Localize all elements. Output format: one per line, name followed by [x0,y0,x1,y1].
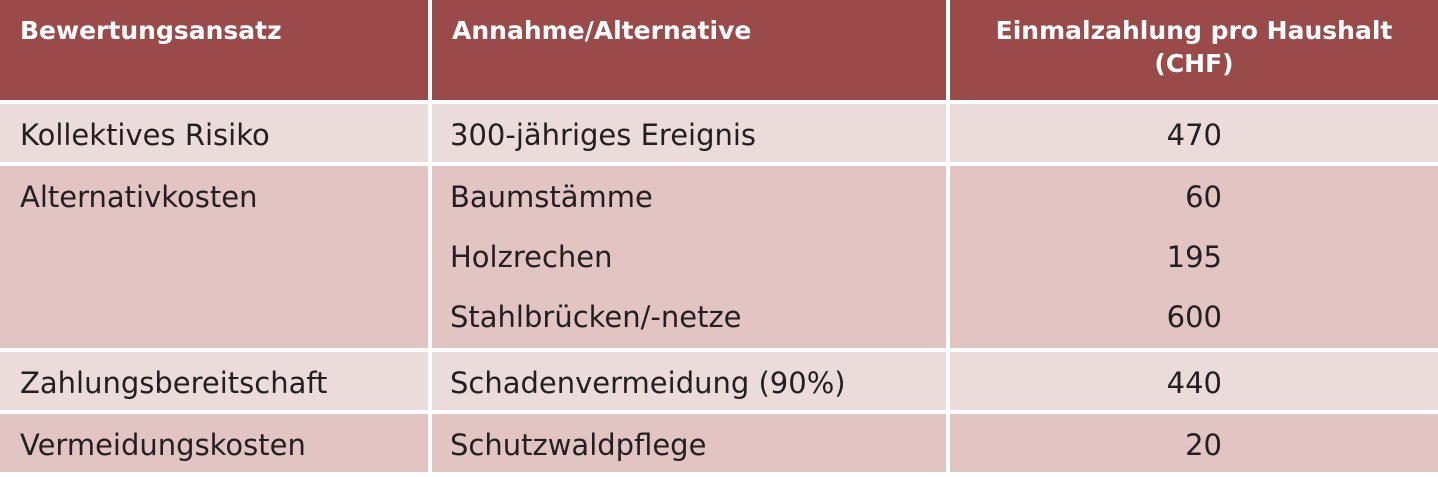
value: 20 [1185,428,1222,462]
row-cell [432,104,946,162]
row-cell [0,352,428,410]
approach: Alternativkosten [20,180,258,214]
row-cell [432,352,946,410]
header-text: Einmalzahlung pro Haushalt (CHF) [995,16,1393,78]
row-cell [0,414,428,472]
value: 470 [1166,118,1222,152]
alternative: Baumstämme [450,180,653,214]
value: 195 [1166,240,1222,274]
row-cell [432,166,946,348]
alternative: Holzrechen [450,240,613,274]
alternative: Schutzwaldpflege [450,428,707,462]
row-cell [950,166,1438,348]
header-text: Annahme/Alternative [452,16,752,45]
alternative: 300-jähriges Ereignis [450,118,757,152]
row-cell [950,352,1438,410]
header-cell: Annahme/Alternative [432,0,946,100]
row-cell [432,414,946,472]
header-cell: Einmalzahlung pro Haushalt (CHF) [950,0,1438,100]
approach: Zahlungsbereitschaft [20,366,328,400]
row-cell [0,104,428,162]
row-cell [0,166,428,348]
alternative: Schadenvermeidung (90%) [450,366,846,400]
value: 600 [1166,300,1222,334]
approach: Vermeidungskosten [20,428,306,462]
row-cell [950,104,1438,162]
value: 440 [1166,366,1222,400]
header-text: Bewertungsansatz [20,16,282,45]
value: 60 [1185,180,1222,214]
row-cell [950,414,1438,472]
approach: Kollektives Risiko [20,118,270,152]
alternative: Stahlbrücken/-netze [450,300,742,334]
header-cell: Bewertungsansatz [0,0,428,100]
